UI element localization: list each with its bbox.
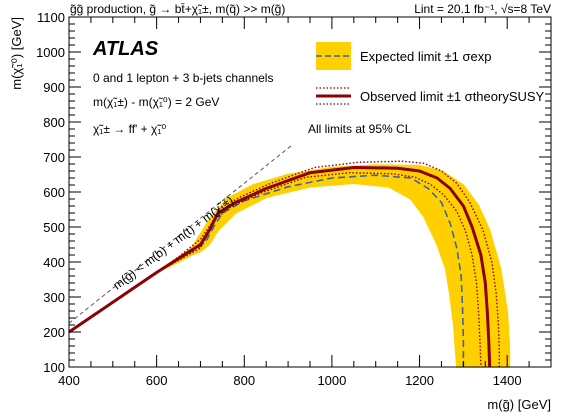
x-tick-label: 600	[146, 373, 168, 388]
cl-note: All limits at 95% CL	[308, 122, 412, 136]
expected-band-layer	[68, 164, 511, 368]
legend-expected-label: Expected limit ±1 σexp	[360, 49, 492, 64]
chart-title: g̃g̃ production, g̃ → bt̄+χ̃₁±, m(q̃) >>…	[70, 2, 285, 16]
y-tick-label: 200	[43, 325, 65, 340]
observed-limit-line	[68, 166, 492, 368]
x-tick-label: 800	[233, 373, 255, 388]
kinematic-limit-line	[68, 144, 293, 324]
x-tick-label: 1000	[317, 373, 346, 388]
observed-theory-down-line	[68, 171, 482, 368]
x-tick-label: 1200	[405, 373, 434, 388]
axes-layer: 400 600 800 1000 1200 1400 100 200 300 400 500 600 7…	[36, 10, 552, 388]
x-tick-label: 1400	[493, 373, 522, 388]
y-tick-label: 400	[43, 255, 65, 270]
y-tick-label: 1100	[37, 10, 65, 25]
y-tick-label: 500	[43, 220, 65, 235]
legend-observed-label: Observed limit ±1 σtheorySUSY	[360, 89, 545, 104]
y-tick-label: 800	[43, 115, 65, 130]
limit-lines-layer	[68, 144, 500, 368]
observed-theory-up-line	[68, 160, 500, 367]
legend: Expected limit ±1 σexp Observed limit ±1…	[316, 42, 545, 105]
annotation-channels: 0 and 1 lepton + 3 b-jets channels	[93, 71, 273, 85]
y-tick-label: 900	[43, 80, 65, 95]
kinematic-limit-label: m(g̃) < m(b) + m(t) + m(χ̃₁±)	[110, 193, 236, 292]
y-tick-label: 100	[43, 360, 65, 375]
annotation-mass-splitting: m(χ̃₁±) - m(χ̃₁⁰) = 2 GeV	[93, 95, 219, 109]
y-tick-label: 700	[43, 150, 65, 165]
y-axis-label: m(χ̃₁⁰) [GeV]	[9, 17, 24, 90]
expected-band	[68, 164, 511, 368]
y-tick-label: 300	[43, 290, 65, 305]
experiment-label: ATLAS	[92, 38, 159, 60]
y-tick-label: 600	[43, 185, 65, 200]
annotation-decay: χ̃₁± → ff' + χ̃₁⁰	[93, 122, 166, 136]
y-tick-label: 1000	[36, 45, 65, 60]
x-tick-label: 400	[58, 373, 80, 388]
x-axis-label: m(g̃) [GeV]	[487, 397, 551, 412]
luminosity-text: Lint = 20.1 fb⁻¹, √s=8 TeV	[414, 2, 551, 16]
